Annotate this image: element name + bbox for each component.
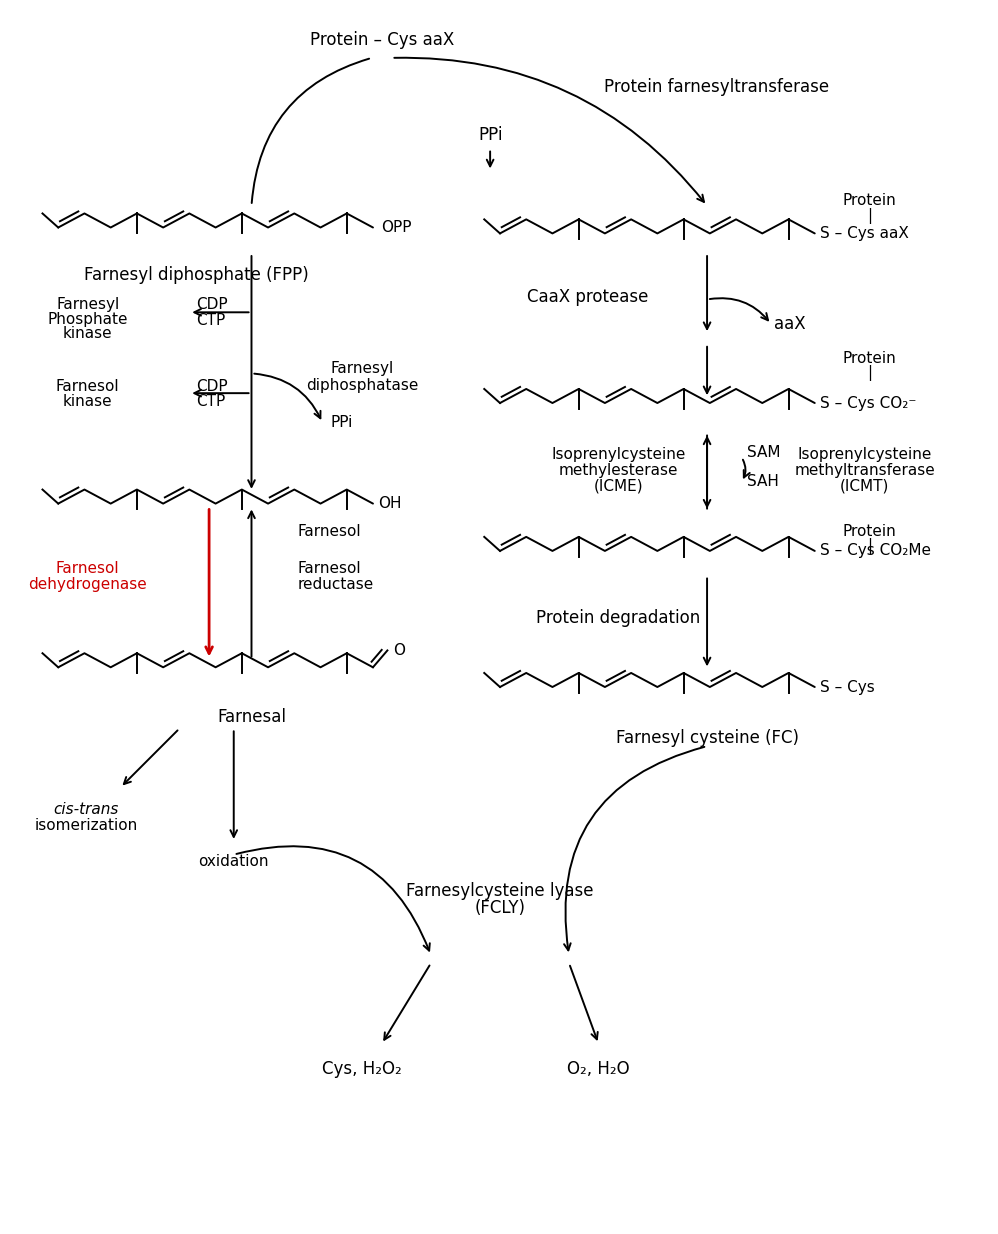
Text: Cys, H₂O₂: Cys, H₂O₂: [322, 1060, 402, 1077]
Text: Phosphate: Phosphate: [48, 312, 128, 327]
Text: CDP: CDP: [197, 379, 228, 394]
Text: OH: OH: [378, 496, 401, 511]
Text: Farnesol: Farnesol: [56, 561, 120, 576]
Text: S – Cys CO₂Me: S – Cys CO₂Me: [819, 543, 931, 559]
Text: CTP: CTP: [197, 394, 226, 408]
Text: reductase: reductase: [297, 578, 374, 592]
Text: aaX: aaX: [774, 315, 805, 333]
Text: Farnesylcysteine lyase: Farnesylcysteine lyase: [406, 882, 594, 900]
Text: Isoprenylcysteine: Isoprenylcysteine: [551, 447, 686, 462]
Text: Protein: Protein: [843, 194, 896, 209]
Text: PPi: PPi: [478, 126, 502, 144]
Text: Protein: Protein: [843, 523, 896, 539]
Text: |: |: [867, 365, 872, 381]
Text: (ICME): (ICME): [594, 479, 643, 494]
Text: S – Cys CO₂⁻: S – Cys CO₂⁻: [819, 396, 916, 411]
Text: |: |: [867, 207, 872, 223]
Text: cis-trans: cis-trans: [53, 802, 119, 817]
Text: (FCLY): (FCLY): [474, 898, 526, 917]
Text: O: O: [393, 643, 405, 658]
Text: Protein degradation: Protein degradation: [536, 610, 701, 627]
Text: Farnesol: Farnesol: [56, 379, 120, 394]
Text: |: |: [867, 538, 872, 554]
Text: Protein farnesyltransferase: Protein farnesyltransferase: [605, 79, 829, 96]
Text: oxidation: oxidation: [199, 854, 269, 869]
Text: kinase: kinase: [63, 327, 113, 342]
Text: S – Cys aaX: S – Cys aaX: [819, 226, 908, 241]
Text: (ICMT): (ICMT): [840, 479, 889, 494]
Text: kinase: kinase: [63, 394, 113, 408]
Text: dehydrogenase: dehydrogenase: [28, 578, 147, 592]
Text: CaaX protease: CaaX protease: [527, 288, 648, 306]
Text: Farnesal: Farnesal: [217, 707, 286, 726]
Text: Protein: Protein: [843, 352, 896, 366]
Text: Protein – Cys aaX: Protein – Cys aaX: [309, 31, 454, 49]
Text: PPi: PPi: [330, 416, 352, 431]
Text: CDP: CDP: [197, 297, 228, 312]
Text: SAM: SAM: [747, 444, 780, 460]
Text: diphosphatase: diphosphatase: [305, 378, 418, 392]
Text: Farnesol: Farnesol: [297, 561, 361, 576]
Text: SAH: SAH: [747, 474, 778, 490]
Text: Farnesyl diphosphate (FPP): Farnesyl diphosphate (FPP): [84, 265, 308, 284]
Text: methylesterase: methylesterase: [559, 463, 678, 478]
Text: O₂, H₂O: O₂, H₂O: [567, 1060, 630, 1077]
Text: Farnesyl cysteine (FC): Farnesyl cysteine (FC): [616, 729, 798, 748]
Text: S – Cys: S – Cys: [819, 680, 874, 695]
Text: OPP: OPP: [381, 220, 411, 234]
Text: methyltransferase: methyltransferase: [794, 463, 935, 478]
Text: isomerization: isomerization: [34, 818, 138, 833]
Text: Farnesol: Farnesol: [297, 523, 361, 539]
Text: Isoprenylcysteine: Isoprenylcysteine: [797, 447, 932, 462]
Text: Farnesyl: Farnesyl: [56, 297, 120, 312]
Text: CTP: CTP: [197, 312, 226, 328]
Text: Farnesyl: Farnesyl: [330, 362, 393, 376]
